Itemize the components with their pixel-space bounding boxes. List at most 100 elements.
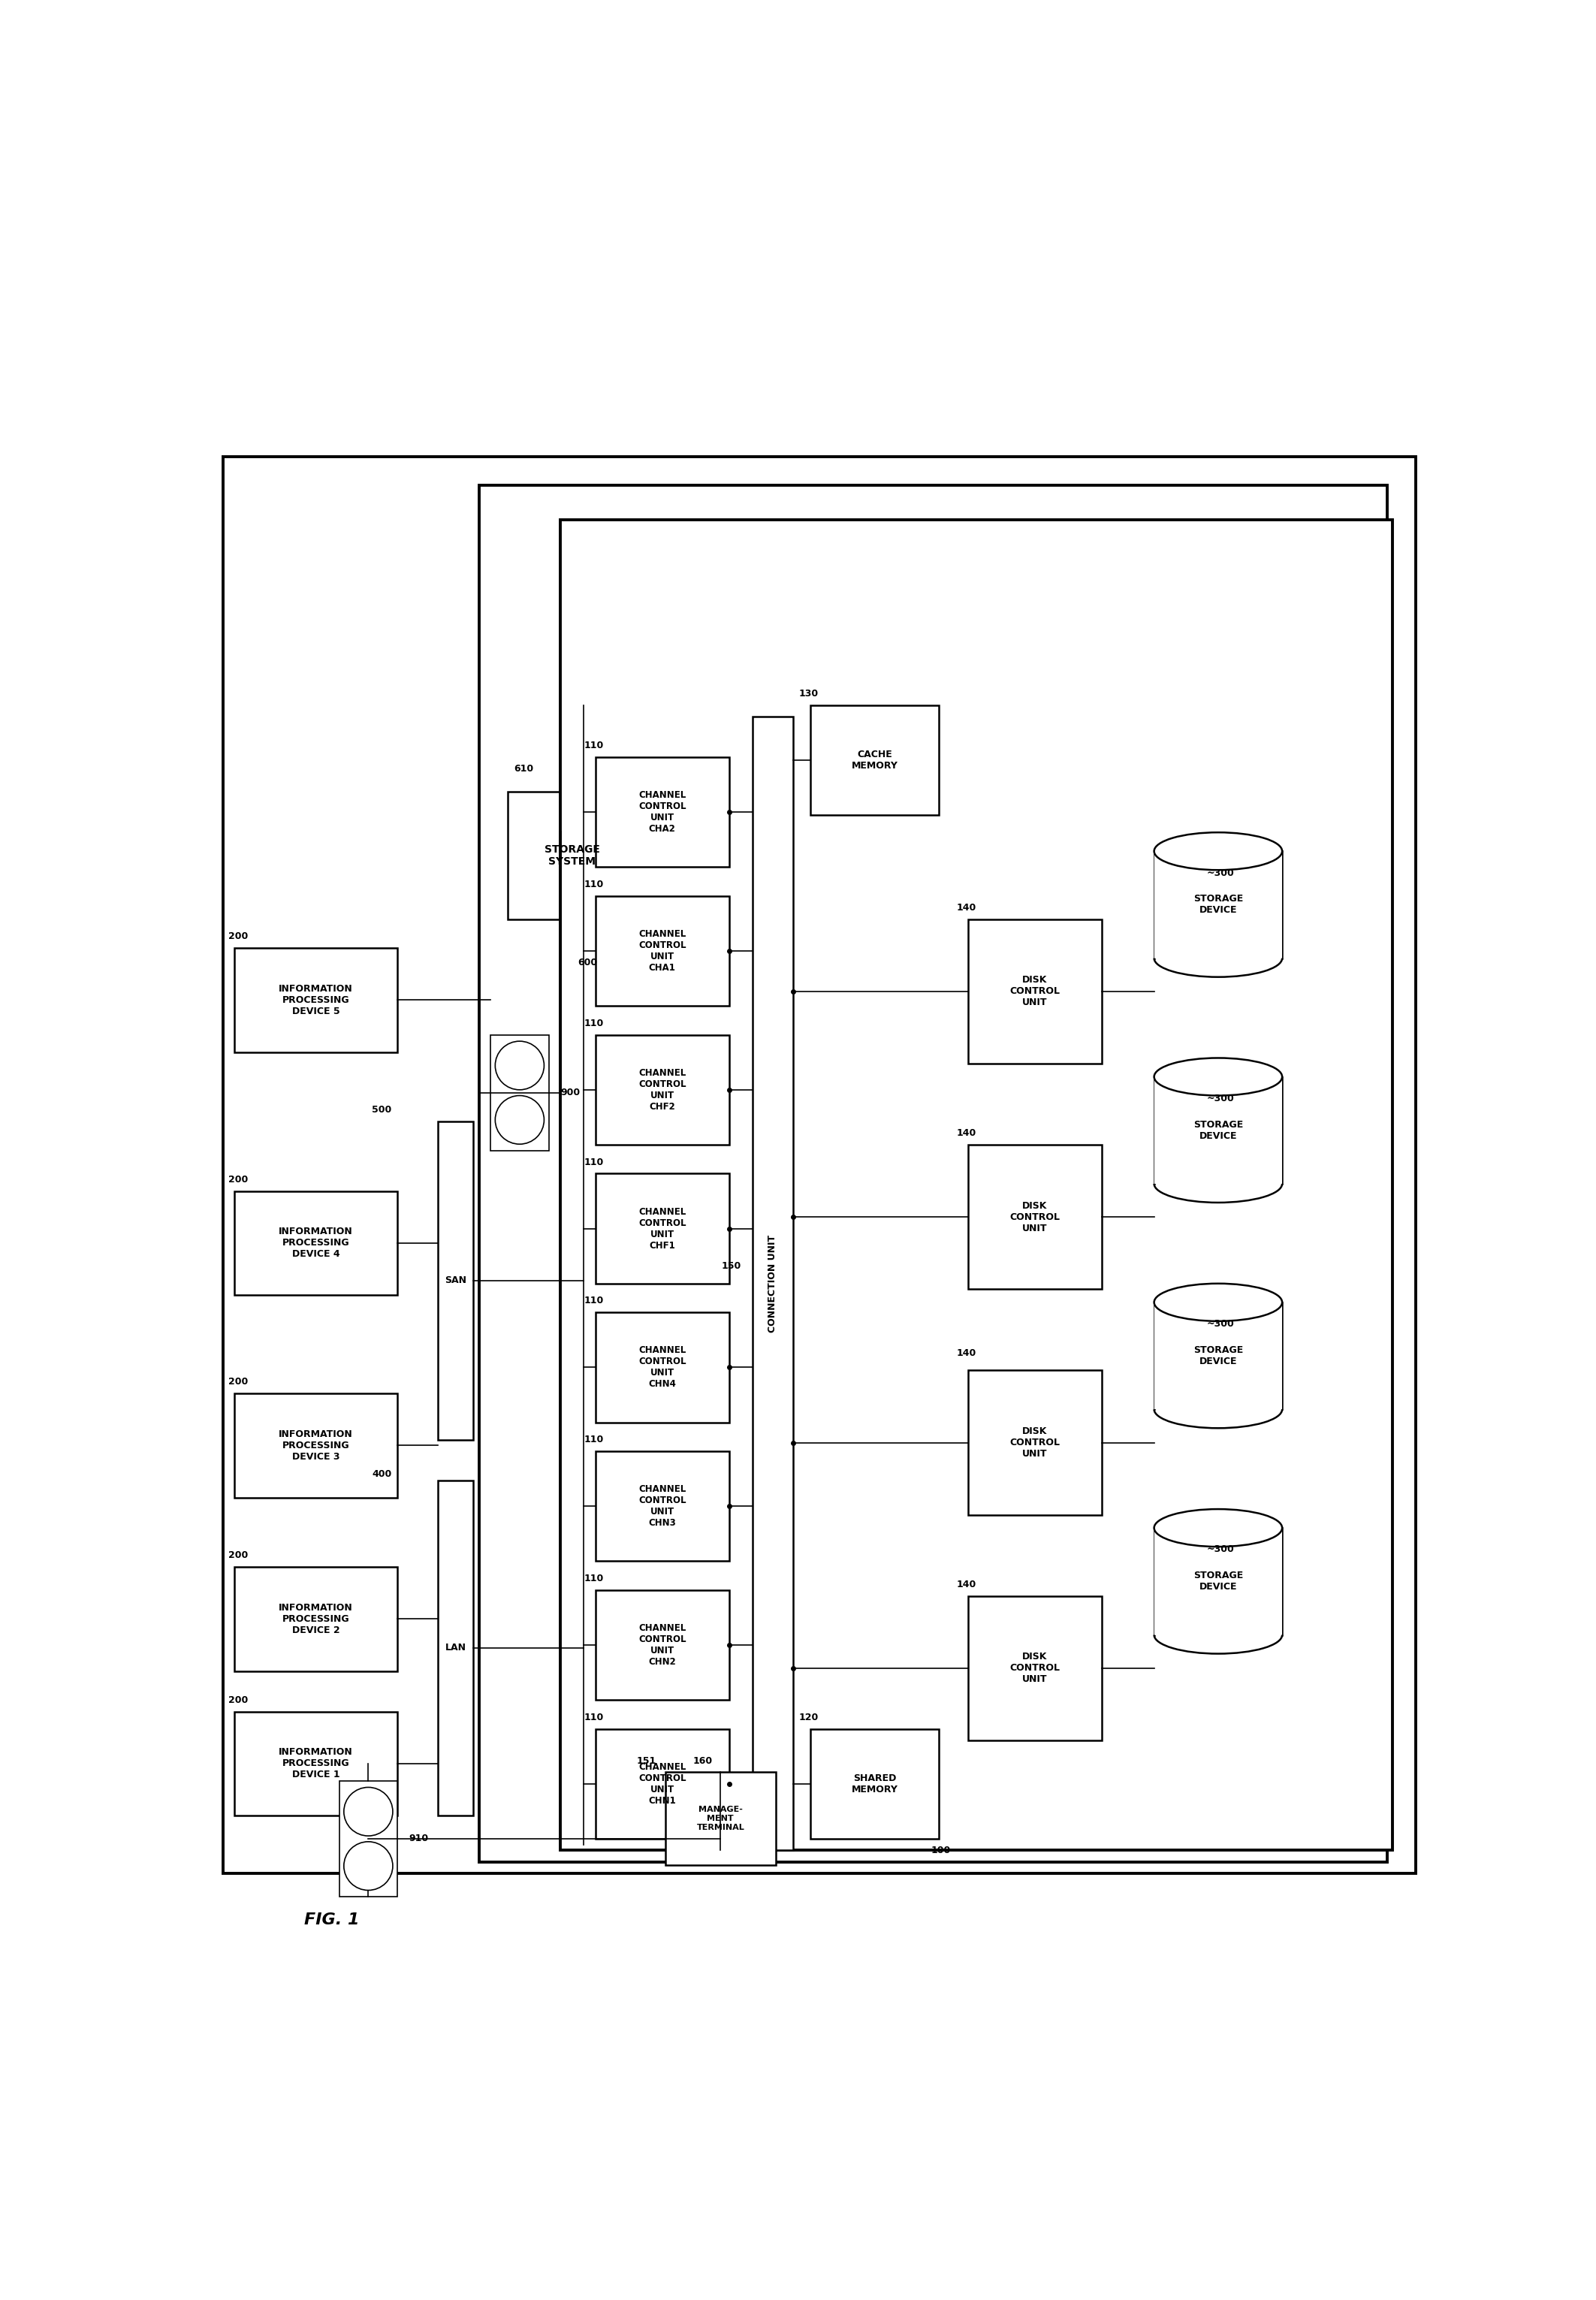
Text: 110: 110	[584, 879, 603, 890]
Bar	[811, 1730, 938, 1838]
Text: 140: 140	[956, 1348, 975, 1357]
Circle shape	[343, 1787, 393, 1835]
Text: 110: 110	[584, 1573, 603, 1582]
Text: 100: 100	[930, 1845, 950, 1856]
Bar	[235, 948, 397, 1051]
Bar	[490, 1035, 549, 1150]
Bar	[752, 718, 793, 1852]
Text: 200: 200	[228, 1695, 249, 1704]
Bar	[479, 485, 1387, 1863]
Text: MANAGE-
MENT
TERMINAL: MANAGE- MENT TERMINAL	[696, 1806, 744, 1831]
Text: 110: 110	[584, 1714, 603, 1723]
Bar	[235, 1191, 397, 1295]
Text: FIG. 1: FIG. 1	[305, 1911, 359, 1927]
Text: SHARED
MEMORY: SHARED MEMORY	[852, 1773, 899, 1794]
Text: ~300: ~300	[1207, 1320, 1234, 1329]
Bar	[811, 706, 938, 814]
Text: DISK
CONTROL
UNIT: DISK CONTROL UNIT	[1010, 975, 1060, 1007]
Text: SAN: SAN	[445, 1277, 466, 1286]
Text: INFORMATION
PROCESSING
DEVICE 1: INFORMATION PROCESSING DEVICE 1	[279, 1748, 353, 1780]
Text: STORAGE
DEVICE: STORAGE DEVICE	[1194, 1120, 1243, 1141]
Bar	[560, 520, 1393, 1852]
Bar	[235, 1566, 397, 1672]
Text: INFORMATION
PROCESSING
DEVICE 5: INFORMATION PROCESSING DEVICE 5	[279, 984, 353, 1017]
Circle shape	[495, 1042, 544, 1090]
Bar	[595, 1451, 729, 1562]
Text: 140: 140	[956, 1129, 975, 1138]
Text: ~300: ~300	[1207, 867, 1234, 879]
Bar	[1154, 1527, 1282, 1635]
Bar	[666, 1773, 776, 1865]
Text: CHANNEL
CONTROL
UNIT
CHA1: CHANNEL CONTROL UNIT CHA1	[638, 929, 686, 973]
Ellipse shape	[1154, 833, 1282, 869]
Text: 110: 110	[584, 1157, 603, 1166]
Text: INFORMATION
PROCESSING
DEVICE 2: INFORMATION PROCESSING DEVICE 2	[279, 1603, 353, 1635]
Text: 140: 140	[956, 902, 975, 913]
Bar	[235, 1711, 397, 1815]
Bar	[439, 1122, 472, 1440]
Text: 200: 200	[228, 1550, 249, 1559]
Bar	[508, 791, 637, 920]
Bar	[967, 1596, 1101, 1741]
Text: DISK
CONTROL
UNIT: DISK CONTROL UNIT	[1010, 1201, 1060, 1233]
Bar	[967, 1145, 1101, 1290]
Bar	[595, 897, 729, 1005]
Bar	[439, 1481, 472, 1815]
Bar	[595, 1313, 729, 1421]
Bar	[967, 920, 1101, 1065]
Text: STORAGE
DEVICE: STORAGE DEVICE	[1194, 895, 1243, 915]
Text: DISK
CONTROL
UNIT: DISK CONTROL UNIT	[1010, 1651, 1060, 1684]
Ellipse shape	[1154, 1283, 1282, 1320]
Text: 110: 110	[584, 1019, 603, 1028]
Text: 200: 200	[228, 1378, 249, 1387]
Text: ~300: ~300	[1207, 1092, 1234, 1104]
Text: STORAGE
DEVICE: STORAGE DEVICE	[1194, 1571, 1243, 1592]
Bar	[223, 455, 1416, 1874]
Bar	[595, 1589, 729, 1700]
Text: 140: 140	[956, 1580, 975, 1589]
Text: CHANNEL
CONTROL
UNIT
CHN4: CHANNEL CONTROL UNIT CHN4	[638, 1346, 686, 1389]
Text: 600: 600	[578, 957, 597, 968]
Text: ~300: ~300	[1207, 1546, 1234, 1555]
Bar	[1154, 1076, 1282, 1185]
Bar	[1154, 1302, 1282, 1410]
Text: 900: 900	[560, 1088, 579, 1097]
Bar	[235, 1394, 397, 1497]
Bar	[1154, 851, 1282, 959]
Text: 610: 610	[514, 764, 533, 773]
Text: 910: 910	[409, 1833, 429, 1845]
Text: 110: 110	[584, 1295, 603, 1306]
Text: 400: 400	[372, 1470, 391, 1479]
Ellipse shape	[1154, 1509, 1282, 1546]
Text: CACHE
MEMORY: CACHE MEMORY	[852, 750, 899, 770]
Text: 500: 500	[372, 1104, 391, 1116]
Text: CONNECTION UNIT: CONNECTION UNIT	[768, 1235, 777, 1332]
Text: CHANNEL
CONTROL
UNIT
CHA2: CHANNEL CONTROL UNIT CHA2	[638, 791, 686, 835]
Ellipse shape	[1154, 1058, 1282, 1095]
Text: 110: 110	[584, 741, 603, 750]
Text: INFORMATION
PROCESSING
DEVICE 4: INFORMATION PROCESSING DEVICE 4	[279, 1226, 353, 1258]
Text: 200: 200	[228, 1175, 249, 1185]
Text: 110: 110	[584, 1435, 603, 1444]
Text: CHANNEL
CONTROL
UNIT
CHN2: CHANNEL CONTROL UNIT CHN2	[638, 1624, 686, 1668]
Text: CHANNEL
CONTROL
UNIT
CHF1: CHANNEL CONTROL UNIT CHF1	[638, 1208, 686, 1251]
Circle shape	[495, 1095, 544, 1143]
Text: CHANNEL
CONTROL
UNIT
CHF2: CHANNEL CONTROL UNIT CHF2	[638, 1067, 686, 1111]
Text: LAN: LAN	[445, 1642, 466, 1654]
Circle shape	[343, 1842, 393, 1891]
Text: CHANNEL
CONTROL
UNIT
CHN3: CHANNEL CONTROL UNIT CHN3	[638, 1484, 686, 1527]
Text: CHANNEL
CONTROL
UNIT
CHN1: CHANNEL CONTROL UNIT CHN1	[638, 1762, 686, 1806]
Text: 120: 120	[800, 1714, 819, 1723]
Text: 150: 150	[721, 1260, 741, 1272]
Text: 160: 160	[693, 1755, 713, 1766]
Text: 151: 151	[637, 1755, 656, 1766]
Text: 130: 130	[800, 688, 819, 699]
Bar	[595, 1730, 729, 1838]
Text: STORAGE
SYSTEM: STORAGE SYSTEM	[544, 844, 600, 867]
Text: INFORMATION
PROCESSING
DEVICE 3: INFORMATION PROCESSING DEVICE 3	[279, 1428, 353, 1460]
Text: 200: 200	[228, 932, 249, 941]
Bar	[595, 1173, 729, 1283]
Bar	[967, 1371, 1101, 1516]
Bar	[595, 1035, 729, 1145]
Text: DISK
CONTROL
UNIT: DISK CONTROL UNIT	[1010, 1426, 1060, 1458]
